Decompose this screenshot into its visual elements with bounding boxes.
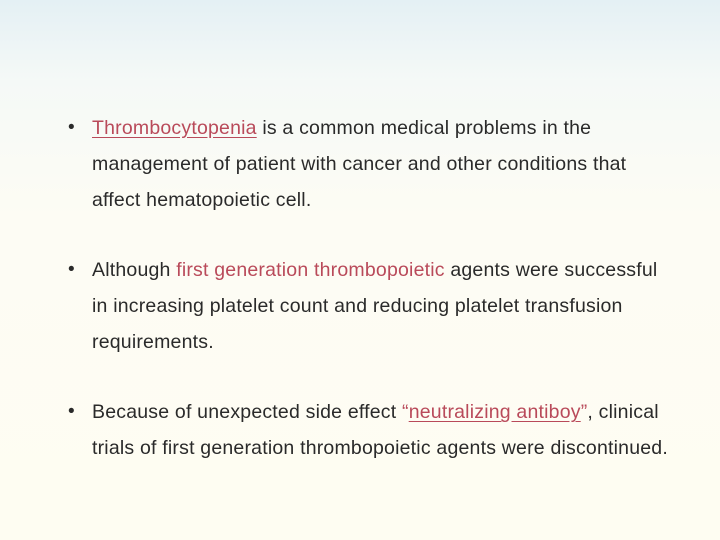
bullet-list: Thrombocytopenia is a common medical pro… [60, 110, 670, 467]
body-text: Although [92, 259, 176, 281]
bullet-item: Although first generation thrombopoietic… [60, 252, 670, 360]
body-text: Because of unexpected side effect [92, 401, 402, 423]
emphasis-text: neutralizing antiboy [409, 401, 581, 423]
quote-open: “ [402, 401, 409, 423]
emphasis-text: first generation thrombopoietic [176, 259, 445, 281]
emphasis-text: Thrombocytopenia [92, 117, 257, 139]
bullet-item: Thrombocytopenia is a common medical pro… [60, 110, 670, 218]
bullet-item: Because of unexpected side effect “neutr… [60, 394, 670, 466]
slide-content: Thrombocytopenia is a common medical pro… [0, 0, 720, 540]
